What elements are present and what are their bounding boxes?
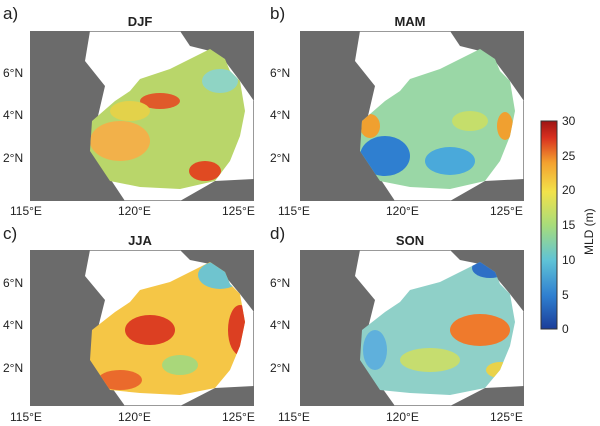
lon-tick-115e-a: 115°E — [10, 204, 42, 218]
panel-letter-c: c) — [3, 224, 18, 243]
lat-tick-4n-d: 4°N — [270, 318, 291, 332]
lon-tick-125e-d: 125°E — [490, 410, 523, 424]
lat-tick-6n-c: 6°N — [3, 276, 24, 290]
lat-tick-6n-a: 6°N — [3, 66, 24, 80]
lat-tick-2n-a: 2°N — [3, 151, 24, 165]
panel-title-son: SON — [395, 233, 425, 248]
colorbar-tick-10: 10 — [562, 253, 576, 267]
panel-letter-b: b) — [270, 4, 286, 23]
lon-tick-120e-b: 120°E — [386, 204, 419, 218]
map-panel-mam — [300, 31, 524, 201]
panel-letter-d: d) — [270, 224, 286, 243]
colorbar — [540, 120, 558, 330]
colorbar-tick-0: 0 — [562, 322, 569, 336]
lat-tick-6n-d: 6°N — [270, 276, 291, 290]
colorbar-tick-30: 30 — [562, 114, 576, 128]
panel-title-jja: JJA — [128, 233, 152, 248]
lon-tick-120e-a: 120°E — [118, 204, 151, 218]
panel-title-mam: MAM — [394, 14, 426, 29]
colorbar-tick-25: 25 — [562, 149, 576, 163]
lon-tick-125e-a: 125°E — [222, 204, 255, 218]
colorbar-tick-5: 5 — [562, 288, 569, 302]
lat-tick-6n-b: 6°N — [270, 66, 291, 80]
panel-title-djf: DJF — [127, 14, 153, 29]
map-panel-son — [300, 250, 524, 406]
lon-tick-125e-b: 125°E — [490, 204, 523, 218]
map-panel-djf — [30, 31, 254, 201]
panel-letter-a: a) — [3, 4, 19, 23]
colorbar-tick-20: 20 — [562, 183, 576, 197]
colorbar-tick-15: 15 — [562, 218, 576, 232]
lat-tick-2n-b: 2°N — [270, 151, 291, 165]
lat-tick-2n-c: 2°N — [3, 361, 24, 375]
lat-tick-4n-c: 4°N — [3, 318, 24, 332]
lon-tick-115e-c: 115°E — [10, 410, 42, 424]
colorbar-label: MLD (m) — [582, 208, 596, 255]
lat-tick-4n-a: 4°N — [3, 108, 24, 122]
map-panel-jja — [30, 250, 254, 406]
lat-tick-4n-b: 4°N — [270, 108, 291, 122]
lat-tick-2n-d: 2°N — [270, 361, 291, 375]
lon-tick-120e-d: 120°E — [386, 410, 419, 424]
lon-tick-115e-b: 115°E — [278, 204, 310, 218]
lon-tick-120e-c: 120°E — [118, 410, 151, 424]
lon-tick-115e-d: 115°E — [278, 410, 310, 424]
lon-tick-125e-c: 125°E — [222, 410, 255, 424]
